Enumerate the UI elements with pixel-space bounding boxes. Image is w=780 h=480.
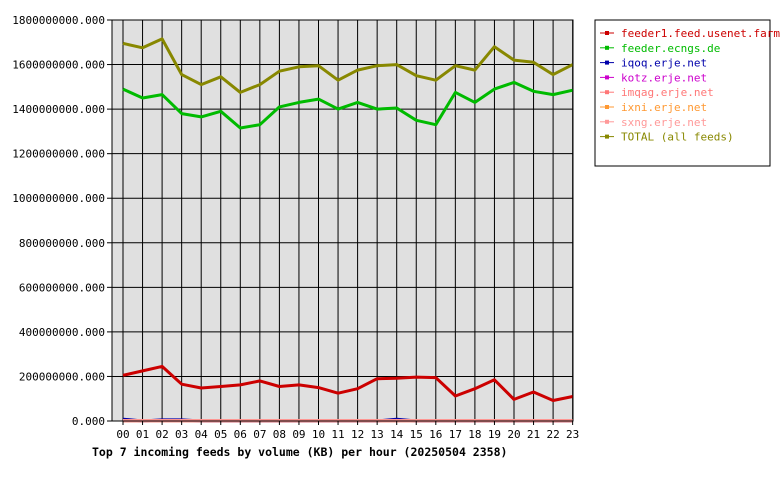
y-tick-label: 1200000000.000: [12, 148, 105, 161]
x-tick-label: 15: [410, 428, 423, 441]
x-tick-label: 19: [488, 428, 501, 441]
legend: feeder1.feed.usenet.farm feeder.ecngs.de i…: [594, 19, 780, 167]
legend-swatch-marker: [605, 90, 609, 95]
legend-label: feeder.ecngs.de: [621, 42, 720, 55]
legend-label: kotz.erje.net: [621, 71, 707, 84]
legend-label: ixni.erje.net: [621, 101, 707, 114]
x-tick-label: 18: [468, 428, 481, 441]
y-tick-label: 1000000000.000: [12, 192, 105, 205]
y-tick-label: 1400000000.000: [12, 103, 105, 116]
x-tick-label: 08: [273, 428, 286, 441]
legend-swatch-marker: [605, 31, 609, 35]
x-tick-label: 21: [527, 428, 540, 441]
x-tick-label: 07: [253, 428, 266, 441]
chart-title: Top 7 incoming feeds by volume (KB) per …: [92, 445, 507, 459]
legend-swatch-marker: [605, 105, 609, 109]
x-tick-label: 01: [136, 428, 149, 441]
legend-label: iqoq.erje.net: [621, 57, 707, 70]
y-tick-label: 0.000: [72, 415, 105, 428]
x-tick-label: 02: [155, 428, 168, 441]
x-tick-label: 16: [429, 428, 442, 441]
legend-label: sxng.erje.net: [621, 116, 707, 129]
x-tick-label: 14: [390, 428, 404, 441]
legend-swatch-marker: [605, 134, 609, 139]
y-tick-label: 1600000000.000: [12, 59, 105, 72]
x-tick-label: 03: [175, 428, 188, 441]
x-axis-ticks: 00 01 02 03 04 05 06 07 08 09 10 11 12 13 14 15 16 17 18 19…: [116, 421, 579, 441]
x-tick-label: 09: [292, 428, 305, 441]
x-tick-label: 04: [195, 428, 209, 441]
x-tick-label: 17: [449, 428, 462, 441]
plot-border: [111, 19, 574, 422]
y-tick-label: 800000000.000: [19, 237, 105, 250]
series-line-0: [122, 364, 573, 402]
series-line-1: [122, 80, 574, 130]
x-tick-label: 20: [507, 428, 520, 441]
x-tick-label: 10: [312, 428, 325, 441]
x-tick-label: 23: [566, 428, 579, 441]
x-tick-label: 00: [116, 428, 129, 441]
x-tick-label: 11: [331, 428, 344, 441]
legend-swatch-marker: [605, 75, 609, 80]
y-tick-label: 200000000.000: [19, 370, 105, 383]
x-tick-label: 22: [546, 428, 559, 441]
series-line-7: [122, 37, 574, 94]
y-axis-ticks: 0.000 200000000.000 400000000.000 600000000…: [12, 14, 112, 428]
legend-box: [594, 19, 771, 167]
legend-swatch-marker: [605, 45, 609, 50]
y-tick-label: 1800000000.000: [12, 14, 105, 27]
legend-label: feeder1.feed.usenet.farm: [621, 27, 780, 40]
x-tick-label: 06: [234, 428, 247, 441]
legend-swatch-marker: [605, 119, 609, 124]
legend-label: TOTAL (all feeds): [621, 131, 734, 144]
x-tick-label: 13: [371, 428, 384, 441]
x-tick-label: 12: [351, 428, 364, 441]
x-tick-label: 05: [214, 428, 227, 441]
legend-swatch-marker: [605, 60, 609, 65]
legend-label: imqag.erje.net: [621, 86, 714, 99]
y-tick-label: 400000000.000: [19, 326, 105, 339]
y-tick-label: 600000000.000: [19, 281, 105, 294]
plot-background: [112, 20, 573, 421]
